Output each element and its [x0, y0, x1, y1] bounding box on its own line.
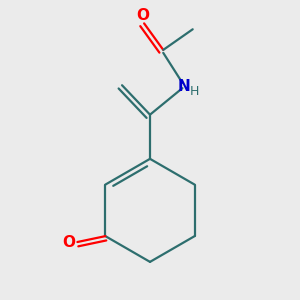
Text: O: O	[136, 8, 149, 22]
Text: O: O	[63, 235, 76, 250]
Text: N: N	[178, 80, 190, 94]
Text: H: H	[190, 85, 200, 98]
